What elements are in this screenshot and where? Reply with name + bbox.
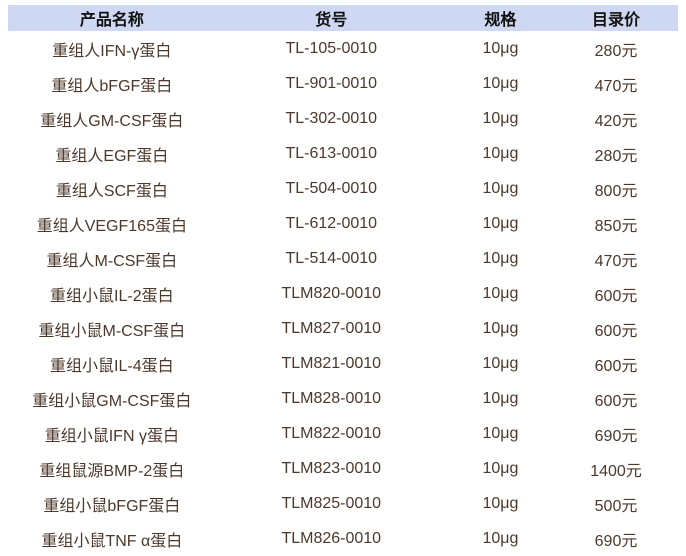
catalog-number-cell: TLM820-0010 bbox=[281, 284, 382, 302]
price-cell: 280元 bbox=[594, 147, 638, 165]
product-name-cell: 重组小鼠IL-4蛋白 bbox=[50, 357, 174, 375]
table-body: 重组人IFN-γ蛋白 TL-105-0010 10μg 280元 重组人bFGF蛋白 TL… bbox=[8, 31, 678, 556]
catalog-number-cell: TLM828-0010 bbox=[281, 389, 382, 407]
product-name-cell: 重组鼠源BMP-2蛋白 bbox=[39, 462, 185, 480]
product-name-cell: 重组人IFN-γ蛋白 bbox=[52, 42, 172, 60]
spec-cell: 10μg bbox=[482, 39, 519, 57]
spec-cell: 10μg bbox=[482, 109, 519, 127]
table-row: 重组小鼠IL-2蛋白 TLM820-0010 10μg 600元 bbox=[8, 276, 678, 311]
spec-cell: 10μg bbox=[482, 459, 519, 477]
table-row: 重组小鼠bFGF蛋白 TLM825-0010 10μg 500元 bbox=[8, 486, 678, 521]
table-row: 重组小鼠IL-4蛋白 TLM821-0010 10μg 600元 bbox=[8, 346, 678, 381]
spec-cell: 10μg bbox=[482, 494, 519, 512]
table-header: 产品名称 货号 规格 目录价 bbox=[8, 5, 678, 31]
product-name-cell: 重组小鼠IFN γ蛋白 bbox=[44, 427, 179, 445]
col-header-list-price: 目录价 bbox=[554, 5, 678, 31]
catalog-number-cell: TL-504-0010 bbox=[285, 179, 378, 197]
product-name-cell: 重组小鼠TNF α蛋白 bbox=[41, 532, 183, 550]
table-row: 重组人M-CSF蛋白 TL-514-0010 10μg 470元 bbox=[8, 241, 678, 276]
table-row: 重组人VEGF165蛋白 TL-612-0010 10μg 850元 bbox=[8, 206, 678, 241]
catalog-number-cell: TLM823-0010 bbox=[281, 459, 382, 477]
price-cell: 1400元 bbox=[590, 462, 642, 480]
table-row: 重组鼠源BMP-2蛋白 TLM823-0010 10μg 1400元 bbox=[8, 451, 678, 486]
spec-cell: 10μg bbox=[482, 284, 519, 302]
catalog-number-cell: TL-613-0010 bbox=[285, 144, 378, 162]
catalog-number-cell: TL-612-0010 bbox=[285, 214, 378, 232]
price-cell: 690元 bbox=[594, 427, 638, 445]
product-name-cell: 重组人M-CSF蛋白 bbox=[46, 252, 178, 270]
products-table: 产品名称 货号 规格 目录价 重组人IFN-γ蛋白 TL-105-0010 10μg… bbox=[8, 5, 678, 556]
price-cell: 600元 bbox=[594, 322, 638, 340]
catalog-number-cell: TLM826-0010 bbox=[281, 529, 382, 547]
spec-cell: 10μg bbox=[482, 179, 519, 197]
table-row: 重组人EGF蛋白 TL-613-0010 10μg 280元 bbox=[8, 136, 678, 171]
table-header-row: 产品名称 货号 规格 目录价 bbox=[8, 5, 678, 31]
spec-cell: 10μg bbox=[482, 249, 519, 267]
product-name-cell: 重组人VEGF165蛋白 bbox=[36, 217, 187, 235]
catalog-number-cell: TLM825-0010 bbox=[281, 494, 382, 512]
col-header-spec: 规格 bbox=[446, 5, 555, 31]
product-name-cell: 重组人SCF蛋白 bbox=[55, 182, 168, 200]
table-row: 重组小鼠TNF α蛋白 TLM826-0010 10μg 690元 bbox=[8, 521, 678, 556]
catalog-number-cell: TL-105-0010 bbox=[285, 39, 378, 57]
price-cell: 420元 bbox=[594, 112, 638, 130]
product-name-cell: 重组小鼠IL-2蛋白 bbox=[50, 287, 174, 305]
price-cell: 850元 bbox=[594, 217, 638, 235]
catalog-number-cell: TLM827-0010 bbox=[281, 319, 382, 337]
spec-cell: 10μg bbox=[482, 74, 519, 92]
price-cell: 500元 bbox=[594, 497, 638, 515]
product-name-cell: 重组小鼠M-CSF蛋白 bbox=[38, 322, 186, 340]
product-name-cell: 重组人EGF蛋白 bbox=[55, 147, 169, 165]
table-row: 重组小鼠IFN γ蛋白 TLM822-0010 10μg 690元 bbox=[8, 416, 678, 451]
catalog-number-cell: TL-514-0010 bbox=[285, 249, 378, 267]
table-row: 重组人bFGF蛋白 TL-901-0010 10μg 470元 bbox=[8, 66, 678, 101]
spec-cell: 10μg bbox=[482, 389, 519, 407]
price-cell: 600元 bbox=[594, 392, 638, 410]
spec-cell: 10μg bbox=[482, 354, 519, 372]
price-cell: 600元 bbox=[594, 357, 638, 375]
table-row: 重组小鼠M-CSF蛋白 TLM827-0010 10μg 600元 bbox=[8, 311, 678, 346]
product-name-cell: 重组小鼠bFGF蛋白 bbox=[43, 497, 181, 515]
table-row: 重组小鼠GM-CSF蛋白 TLM828-0010 10μg 600元 bbox=[8, 381, 678, 416]
price-cell: 470元 bbox=[594, 252, 638, 270]
spec-cell: 10μg bbox=[482, 319, 519, 337]
price-cell: 280元 bbox=[594, 42, 638, 60]
price-cell: 690元 bbox=[594, 532, 638, 550]
spec-cell: 10μg bbox=[482, 144, 519, 162]
col-header-catalog-number: 货号 bbox=[215, 5, 447, 31]
catalog-number-cell: TLM822-0010 bbox=[281, 424, 382, 442]
product-name-cell: 重组小鼠GM-CSF蛋白 bbox=[32, 392, 192, 410]
spec-cell: 10μg bbox=[482, 529, 519, 547]
price-cell: 600元 bbox=[594, 287, 638, 305]
spec-cell: 10μg bbox=[482, 214, 519, 232]
product-name-cell: 重组人bFGF蛋白 bbox=[51, 77, 173, 95]
catalog-number-cell: TLM821-0010 bbox=[281, 354, 382, 372]
spec-cell: 10μg bbox=[482, 424, 519, 442]
catalog-number-cell: TL-302-0010 bbox=[285, 109, 378, 127]
catalog-number-cell: TL-901-0010 bbox=[285, 74, 378, 92]
price-cell: 470元 bbox=[594, 77, 638, 95]
table-row: 重组人SCF蛋白 TL-504-0010 10μg 800元 bbox=[8, 171, 678, 206]
table-row: 重组人GM-CSF蛋白 TL-302-0010 10μg 420元 bbox=[8, 101, 678, 136]
product-name-cell: 重组人GM-CSF蛋白 bbox=[40, 112, 184, 130]
price-cell: 800元 bbox=[594, 182, 638, 200]
col-header-product-name: 产品名称 bbox=[8, 5, 216, 31]
table-row: 重组人IFN-γ蛋白 TL-105-0010 10μg 280元 bbox=[8, 31, 678, 66]
